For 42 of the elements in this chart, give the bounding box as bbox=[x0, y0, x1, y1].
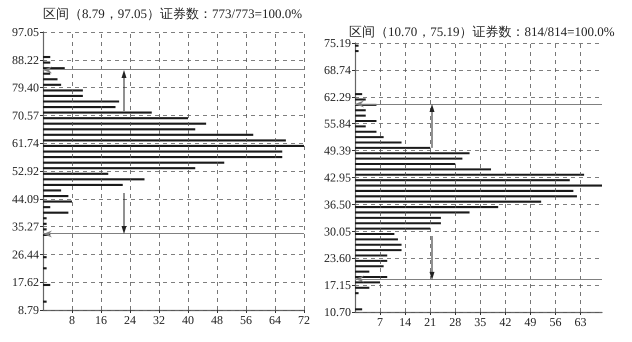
y-tick-label: 17.15 bbox=[324, 278, 351, 292]
x-tick-label: 32 bbox=[153, 313, 165, 327]
x-tick-label: 72 bbox=[298, 313, 310, 327]
y-tick-label: 17.62 bbox=[12, 275, 39, 290]
y-tick-label: 36.50 bbox=[324, 197, 351, 212]
y-tick-label: 70.57 bbox=[12, 108, 39, 122]
y-tick-label: 55.84 bbox=[324, 116, 351, 131]
y-tick-label: 42.95 bbox=[324, 170, 351, 184]
x-tick-label: 63 bbox=[574, 315, 587, 329]
x-tick-label: 28 bbox=[449, 315, 462, 329]
x-tick-label: 7 bbox=[377, 315, 384, 329]
x-tick-label: 56 bbox=[549, 315, 562, 329]
y-tick-label: 26.44 bbox=[12, 247, 39, 262]
y-tick-label: 88.22 bbox=[12, 52, 39, 67]
y-tick-label: 75.19 bbox=[324, 36, 351, 50]
y-tick-label: 52.92 bbox=[12, 164, 39, 178]
y-tick-label: 8.79 bbox=[18, 303, 39, 317]
chart-title: 区间（8.79，97.05）证券数：773/773=100.0% bbox=[43, 6, 302, 21]
x-tick-label: 56 bbox=[240, 313, 252, 327]
y-tick-label: 30.05 bbox=[324, 224, 351, 238]
x-tick-label: 40 bbox=[182, 313, 194, 327]
y-tick-label: 10.70 bbox=[324, 305, 351, 319]
y-tick-label: 44.09 bbox=[12, 192, 39, 206]
y-tick-label: 62.29 bbox=[324, 90, 351, 104]
x-tick-label: 42 bbox=[499, 315, 512, 329]
x-tick-label: 64 bbox=[269, 313, 281, 327]
x-tick-label: 35 bbox=[474, 315, 486, 329]
y-tick-label: 49.39 bbox=[324, 144, 351, 158]
x-tick-label: 48 bbox=[211, 313, 223, 327]
x-tick-label: 21 bbox=[424, 315, 436, 329]
y-tick-label: 35.27 bbox=[12, 220, 39, 234]
x-tick-label: 8 bbox=[69, 313, 75, 327]
x-tick-label: 16 bbox=[95, 313, 107, 327]
y-tick-label: 23.60 bbox=[324, 251, 351, 266]
x-tick-label: 14 bbox=[399, 315, 412, 329]
y-tick-label: 79.40 bbox=[12, 80, 39, 95]
y-tick-label: 61.74 bbox=[12, 136, 39, 150]
x-tick-label: 24 bbox=[124, 313, 136, 327]
x-tick-label: 49 bbox=[524, 315, 536, 329]
y-tick-label: 68.74 bbox=[324, 62, 351, 77]
y-tick-label: 97.05 bbox=[12, 25, 39, 39]
chart-title: 区间（10.70，75.19）证券数：814/814=100.0% bbox=[349, 24, 615, 39]
